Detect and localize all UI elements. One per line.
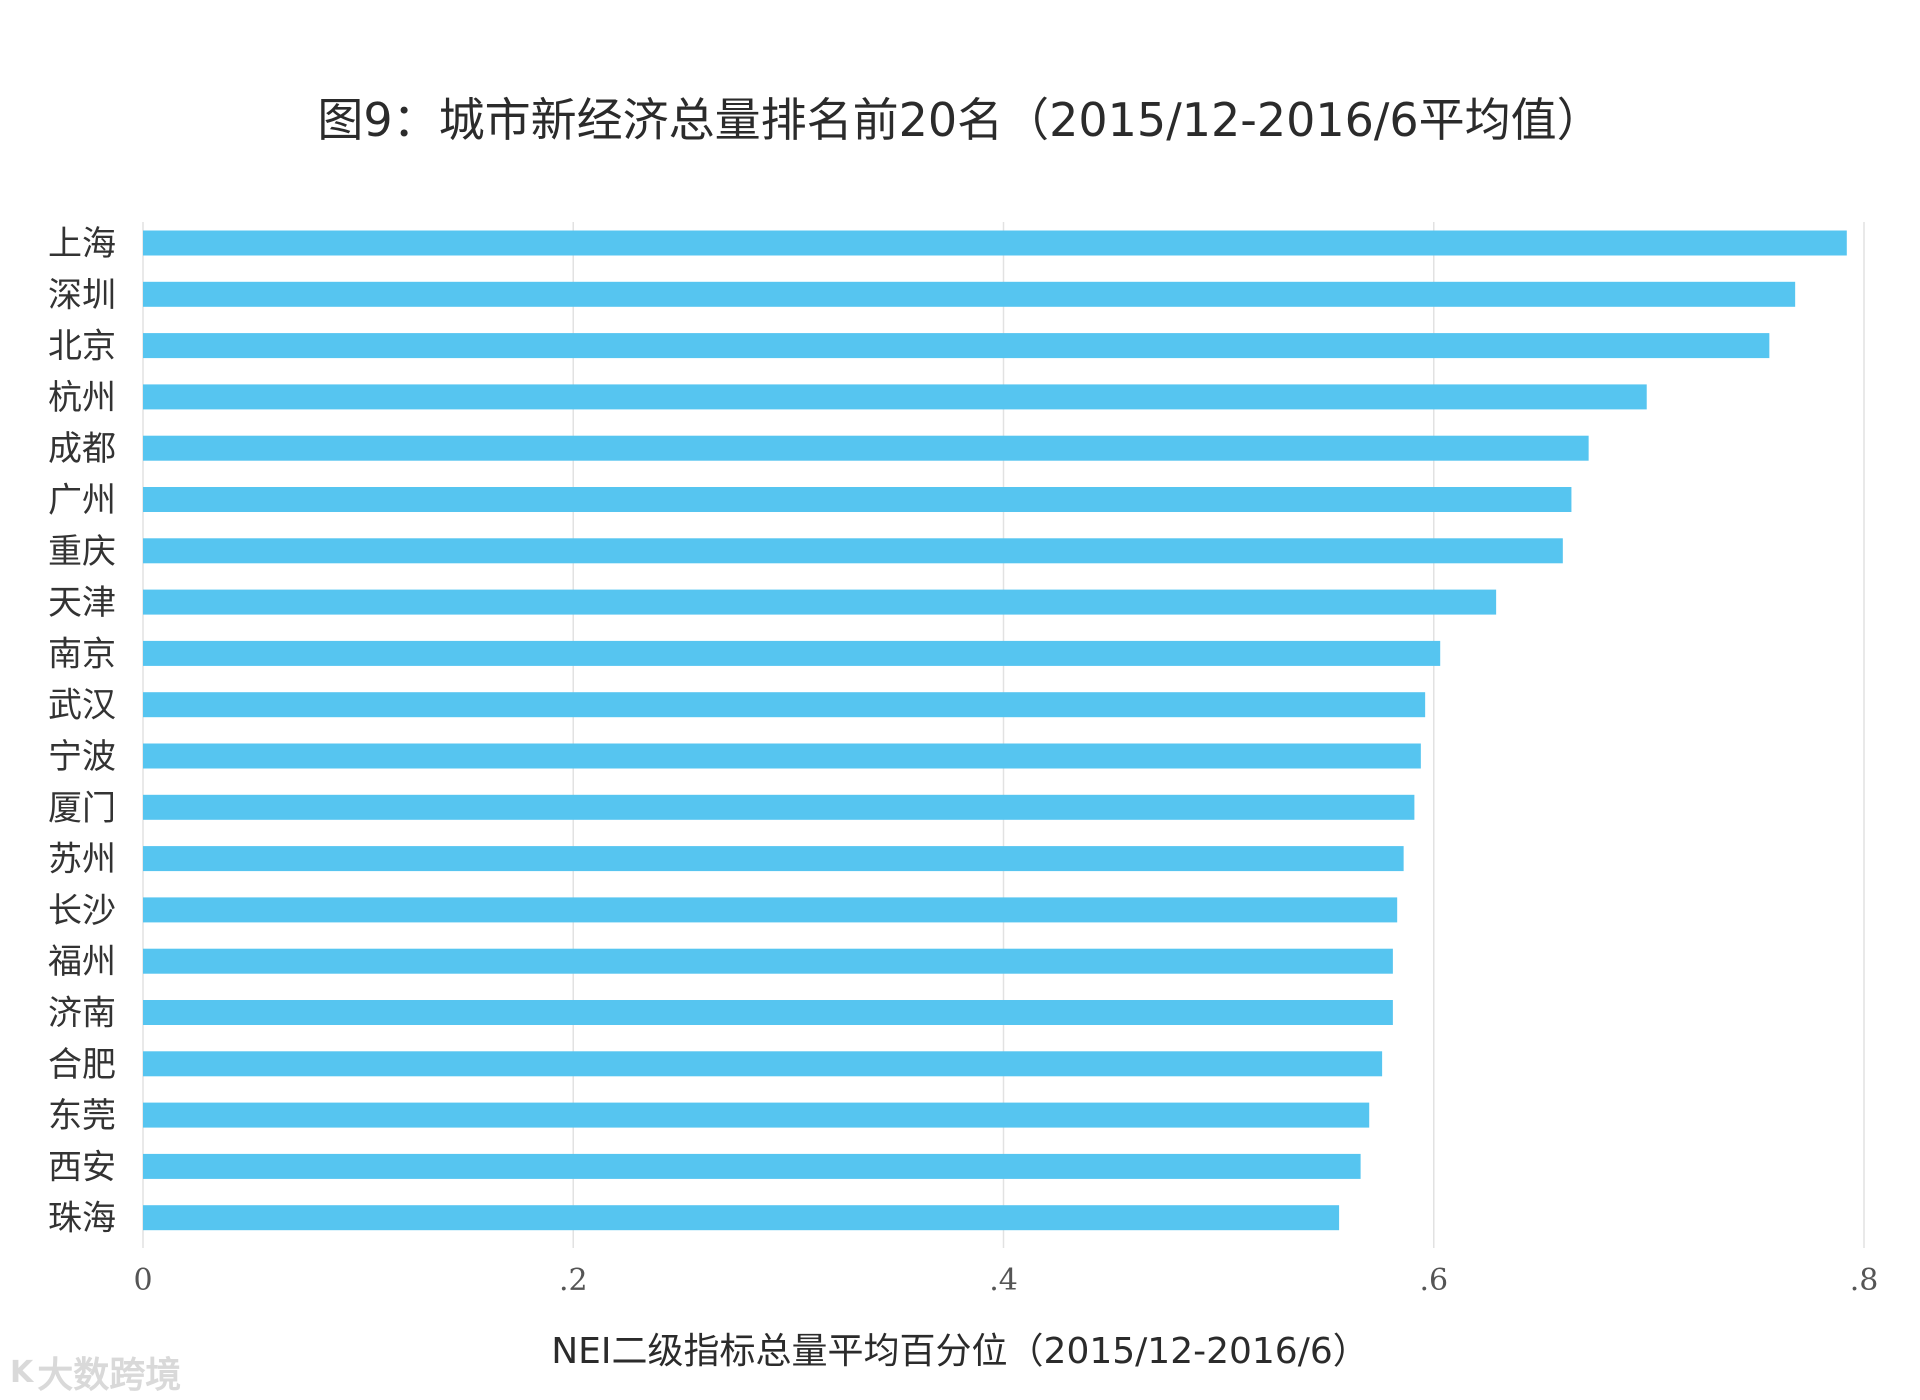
x-axis-label: NEI二级指标总量平均百分位（2015/12-2016/6） — [551, 1331, 1369, 1372]
bar — [143, 281, 1796, 307]
bar — [143, 846, 1404, 872]
y-category-label: 长沙 — [48, 891, 116, 931]
watermark-logo-icon: K — [10, 1354, 33, 1390]
bar — [143, 589, 1497, 615]
x-tick-label: .6 — [1419, 1263, 1448, 1298]
y-category-label: 东莞 — [48, 1096, 116, 1136]
chart-title: 图9：城市新经济总量排名前20名（2015/12-2016/6平均值） — [317, 93, 1603, 147]
x-tick-label: .4 — [989, 1263, 1018, 1298]
y-category-label: 武汉 — [48, 686, 116, 726]
y-category-label: 合肥 — [48, 1045, 116, 1085]
watermark: K 大数跨境 — [10, 1348, 182, 1397]
y-category-label: 南京 — [48, 634, 116, 674]
y-category-label: 北京 — [48, 327, 116, 367]
y-category-label: 福州 — [48, 942, 116, 982]
y-category-label: 天津 — [48, 583, 116, 623]
bar — [143, 1102, 1370, 1128]
bar — [143, 538, 1563, 564]
y-category-label: 深圳 — [48, 275, 116, 315]
bar — [143, 794, 1415, 820]
x-tick-label: .2 — [559, 1263, 588, 1298]
x-tick-label: 0 — [133, 1263, 152, 1298]
y-category-label: 苏州 — [48, 840, 116, 880]
bar — [143, 1000, 1393, 1025]
y-category-label: 厦门 — [48, 788, 116, 828]
bar — [143, 1205, 1340, 1231]
y-category-label: 成都 — [48, 429, 116, 469]
y-category-label: 珠海 — [48, 1199, 116, 1239]
bar — [143, 1153, 1361, 1179]
y-category-label: 重庆 — [48, 532, 116, 572]
bar — [143, 692, 1426, 718]
y-category-label: 宁波 — [48, 737, 116, 777]
bar — [143, 333, 1770, 359]
x-tick-label: .8 — [1850, 1263, 1879, 1298]
bar — [143, 384, 1647, 410]
bar — [143, 230, 1847, 256]
bar — [143, 948, 1393, 974]
y-category-label: 上海 — [48, 224, 116, 264]
bar — [143, 640, 1441, 666]
y-category-label: 广州 — [48, 481, 116, 521]
y-category-label: 西安 — [48, 1147, 116, 1187]
y-category-label: 济南 — [48, 994, 116, 1034]
bar — [143, 435, 1589, 461]
y-category-label: 杭州 — [48, 378, 116, 418]
bar — [143, 743, 1421, 769]
bar — [143, 1051, 1383, 1077]
watermark-text: 大数跨境 — [37, 1355, 182, 1396]
bar — [143, 897, 1398, 923]
bar — [143, 487, 1572, 512]
